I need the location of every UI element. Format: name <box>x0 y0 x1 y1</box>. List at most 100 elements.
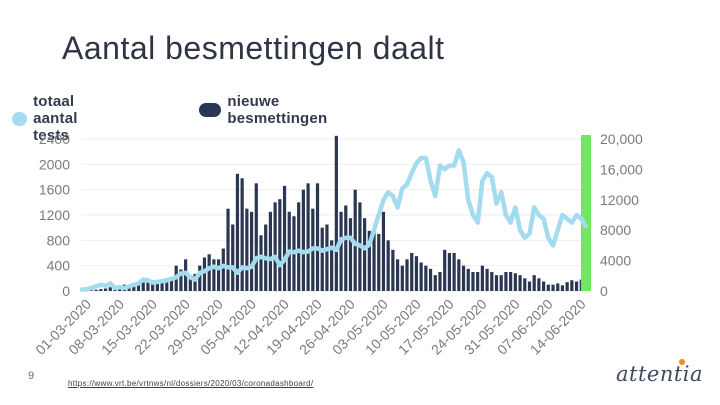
bar-new-cases <box>556 283 560 291</box>
bar-new-cases <box>419 262 423 291</box>
bar-new-cases <box>273 202 277 291</box>
bar-new-cases <box>546 284 550 291</box>
bar-new-cases <box>297 202 301 291</box>
bar-new-cases <box>386 240 390 291</box>
bar-new-cases <box>476 272 480 291</box>
bar-new-cases <box>424 265 428 291</box>
y-left-tick-label: 0 <box>62 283 70 299</box>
bar-new-cases <box>551 284 555 291</box>
bar-new-cases <box>160 280 164 291</box>
bar-new-cases <box>485 268 489 291</box>
bar-new-cases <box>565 282 569 291</box>
y-right-tick-label: 8000 <box>600 222 631 238</box>
bar-new-cases <box>461 265 466 291</box>
bar-new-cases <box>381 211 386 291</box>
bar-new-cases <box>377 234 381 291</box>
y-right-tick-label: 16,000 <box>600 161 643 177</box>
attentia-logo: attentia <box>616 358 703 388</box>
bar-new-cases <box>179 269 183 291</box>
bar-new-cases <box>400 265 404 291</box>
bar-new-cases <box>198 265 202 291</box>
bar-new-cases <box>410 253 414 291</box>
bar-new-cases <box>513 273 517 291</box>
bar-new-cases <box>282 185 287 291</box>
bar-new-cases <box>471 272 475 291</box>
bar-new-cases <box>443 249 447 291</box>
bar-new-cases <box>207 254 211 291</box>
bar-new-cases <box>560 285 565 291</box>
bar-new-cases <box>334 135 338 291</box>
bar-new-cases <box>103 288 108 291</box>
y-left-tick-label: 1200 <box>39 207 70 223</box>
y-left-tick-label: 800 <box>47 232 71 248</box>
slide-title: Aantal besmettingen daalt <box>62 30 445 66</box>
bar-new-cases <box>165 279 169 291</box>
bar-new-cases <box>94 289 98 291</box>
line-total-tests <box>79 148 589 292</box>
bar-new-cases <box>509 272 513 291</box>
bar-new-cases <box>494 275 499 291</box>
bar-new-cases <box>141 280 145 291</box>
bar-new-cases <box>523 278 527 291</box>
bar-new-cases <box>504 272 508 291</box>
legend-item-new-cases: nieuwe besmettingen <box>199 93 337 127</box>
bar-new-cases <box>216 259 221 291</box>
bar-new-cases <box>457 259 461 291</box>
bar-new-cases <box>532 275 536 291</box>
bar-new-cases <box>221 248 225 291</box>
bar-new-cases <box>136 282 141 291</box>
bar-new-cases <box>132 285 136 291</box>
legend-label-new-cases: nieuwe besmettingen <box>227 93 328 127</box>
bar-new-cases <box>490 272 494 291</box>
slide-number: 9 <box>28 370 35 382</box>
bar-new-cases <box>315 183 320 291</box>
bar-new-cases <box>146 278 150 291</box>
bar-new-cases <box>231 224 235 291</box>
bar-new-cases <box>306 183 310 291</box>
bar-new-cases <box>499 275 503 291</box>
bar-new-cases <box>480 265 484 291</box>
logo-dot <box>679 359 685 365</box>
bar-new-cases <box>433 275 437 291</box>
bar-new-cases <box>89 290 94 291</box>
bar-new-cases <box>188 275 192 291</box>
bar-new-cases <box>320 227 324 291</box>
bar-new-cases <box>330 240 334 291</box>
bar-new-cases <box>169 279 174 291</box>
bar-new-cases <box>395 259 400 291</box>
bar-new-cases <box>254 183 258 291</box>
bar-new-cases <box>202 257 207 291</box>
y-left-tick-label: 2000 <box>39 156 70 172</box>
bar-new-cases <box>527 281 532 291</box>
legend-item-tests: totaal aantal tests <box>12 93 95 144</box>
legend-swatch-tests <box>12 111 28 126</box>
legend-swatch-new-cases <box>199 103 222 117</box>
bar-new-cases <box>574 281 579 291</box>
bar-new-cases <box>367 230 371 291</box>
bar-new-cases <box>405 259 409 291</box>
bar-new-cases <box>348 218 353 291</box>
bar-new-cases <box>245 208 249 291</box>
bar-new-cases <box>438 272 442 291</box>
bar-new-cases <box>363 218 367 291</box>
bar-new-cases <box>259 235 263 291</box>
bar-new-cases <box>325 224 329 291</box>
bar-new-cases <box>278 199 282 291</box>
bar-new-cases <box>99 289 103 291</box>
legend-label-tests: totaal aantal tests <box>33 93 78 144</box>
y-left-tick-label: 2400 <box>39 131 70 147</box>
bar-new-cases <box>127 287 131 291</box>
bar-new-cases <box>226 208 230 291</box>
bar-new-cases <box>151 280 155 291</box>
y-right-tick-label: 0 <box>600 283 608 299</box>
bar-new-cases <box>428 268 433 291</box>
bar-new-cases <box>235 173 240 291</box>
bar-new-cases <box>240 178 244 291</box>
bar-new-cases <box>108 287 112 291</box>
source-link[interactable]: https://www.vrt.be/vrtnws/nl/dossiers/20… <box>68 379 314 388</box>
bar-new-cases <box>301 189 305 291</box>
bar-new-cases <box>212 259 216 291</box>
bar-new-cases <box>537 278 541 291</box>
bar-new-cases <box>268 211 273 291</box>
